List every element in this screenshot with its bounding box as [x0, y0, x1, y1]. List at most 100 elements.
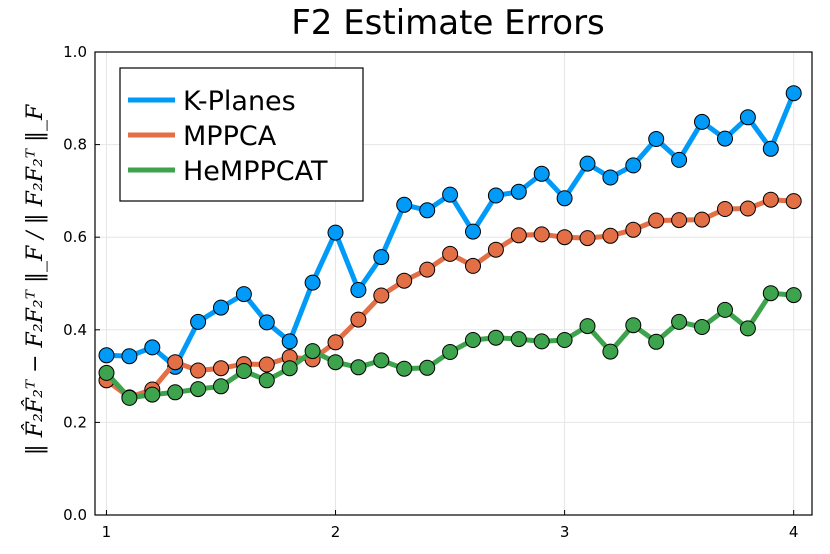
series-hemppcat [98, 285, 802, 406]
data-point-mppca [785, 193, 802, 210]
data-point-hemppcat [648, 333, 665, 350]
legend-label-mppca: MPPCA [183, 121, 277, 152]
data-point-k-planes [258, 314, 275, 331]
data-point-k-planes [235, 286, 252, 303]
data-point-mppca [602, 227, 619, 244]
data-point-k-planes [281, 333, 298, 350]
data-point-mppca [442, 245, 459, 262]
data-point-k-planes [671, 151, 688, 168]
y-tick-label: 0.2 [63, 413, 87, 431]
data-point-k-planes [510, 183, 527, 200]
data-point-mppca [213, 360, 229, 377]
data-point-mppca [258, 356, 275, 373]
data-point-mppca [533, 226, 550, 243]
y-tick-label: 0.6 [63, 228, 87, 246]
x-tick-label: 1 [102, 523, 112, 541]
data-point-mppca [717, 201, 733, 217]
data-point-mppca [487, 241, 504, 258]
data-point-k-planes [350, 282, 367, 298]
data-point-k-planes [556, 190, 573, 207]
data-point-mppca [327, 334, 344, 351]
legend: K-Planes MPPCA HeMPPCAT [119, 67, 364, 202]
data-point-hemppcat [602, 343, 619, 360]
data-point-k-planes [602, 169, 619, 186]
data-point-hemppcat [579, 318, 596, 335]
data-point-k-planes [694, 113, 710, 130]
data-point-k-planes [465, 223, 481, 240]
data-point-k-planes [785, 85, 802, 102]
data-point-hemppcat [281, 360, 298, 377]
x-tick-label: 3 [560, 523, 570, 541]
data-point-hemppcat [762, 285, 779, 302]
data-point-hemppcat [327, 354, 344, 371]
data-point-hemppcat [98, 364, 115, 381]
data-point-hemppcat [739, 320, 756, 337]
data-point-mppca [419, 261, 436, 278]
data-point-hemppcat [350, 359, 367, 376]
plot-frame [94, 51, 813, 516]
data-point-k-planes [144, 339, 161, 356]
data-point-hemppcat [694, 319, 710, 335]
data-point-hemppcat [556, 332, 573, 348]
data-point-hemppcat [625, 317, 642, 334]
data-point-k-planes [442, 186, 459, 203]
data-point-hemppcat [167, 384, 184, 401]
data-point-k-planes [373, 249, 390, 266]
data-point-k-planes [98, 347, 115, 364]
data-point-k-planes [487, 187, 504, 204]
x-tick-label: 4 [789, 523, 799, 541]
data-point-mppca [648, 212, 665, 229]
data-point-hemppcat [510, 331, 527, 348]
series-k-planes [98, 85, 802, 375]
data-point-mppca [739, 200, 756, 217]
legend-label-hemppcat: HeMPPCAT [183, 156, 328, 187]
y-tick-label: 1.0 [63, 43, 87, 61]
data-point-hemppcat [235, 363, 252, 379]
data-point-k-planes [213, 299, 229, 316]
data-point-hemppcat [121, 389, 138, 406]
data-point-mppca [579, 230, 596, 247]
legend-label-k-planes: K-Planes [183, 86, 296, 117]
data-point-mppca [671, 212, 688, 229]
data-point-k-planes [625, 157, 642, 174]
data-point-k-planes [579, 155, 596, 172]
data-point-k-planes [648, 131, 665, 147]
data-point-hemppcat [304, 343, 321, 360]
series-mppca [98, 191, 802, 406]
data-point-k-planes [762, 140, 779, 157]
data-point-hemppcat [465, 332, 481, 348]
data-point-mppca [350, 311, 367, 328]
y-tick-label: 0.4 [63, 321, 87, 339]
data-point-hemppcat [671, 313, 688, 330]
data-point-k-planes [327, 224, 344, 241]
data-point-k-planes [190, 313, 207, 330]
data-point-hemppcat [144, 386, 161, 403]
data-point-hemppcat [487, 329, 504, 346]
data-point-hemppcat [419, 359, 436, 376]
tick-labels: 1 2 3 4 0.0 0.2 0.4 0.6 0.8 1.0 [63, 43, 798, 541]
data-point-mppca [762, 191, 779, 208]
series-line-mppca [105, 197, 794, 400]
data-point-k-planes [717, 130, 733, 147]
y-axis-label: ‖ F̂₂F̂₂ᵀ − F₂F₂ᵀ ‖_F / ‖ F₂F₂ᵀ ‖_F [22, 104, 48, 455]
data-point-k-planes [304, 274, 321, 291]
data-point-k-planes [739, 109, 756, 126]
data-point-mppca [625, 221, 642, 238]
data-point-hemppcat [533, 333, 550, 350]
data-point-k-planes [533, 165, 550, 182]
data-point-hemppcat [373, 352, 390, 369]
y-tick-label: 0.0 [63, 506, 87, 524]
x-tick-label: 2 [331, 523, 341, 541]
data-point-mppca [465, 257, 481, 274]
data-point-k-planes [121, 348, 138, 365]
data-point-mppca [556, 229, 573, 246]
data-point-mppca [167, 354, 184, 371]
data-point-mppca [190, 362, 207, 379]
chart-title: F2 Estimate Errors [291, 3, 605, 43]
data-point-hemppcat [213, 378, 229, 395]
y-tick-label: 0.8 [63, 136, 87, 154]
data-point-hemppcat [396, 360, 413, 377]
data-point-hemppcat [442, 344, 459, 360]
data-point-hemppcat [258, 372, 275, 389]
series-layer [98, 85, 802, 406]
